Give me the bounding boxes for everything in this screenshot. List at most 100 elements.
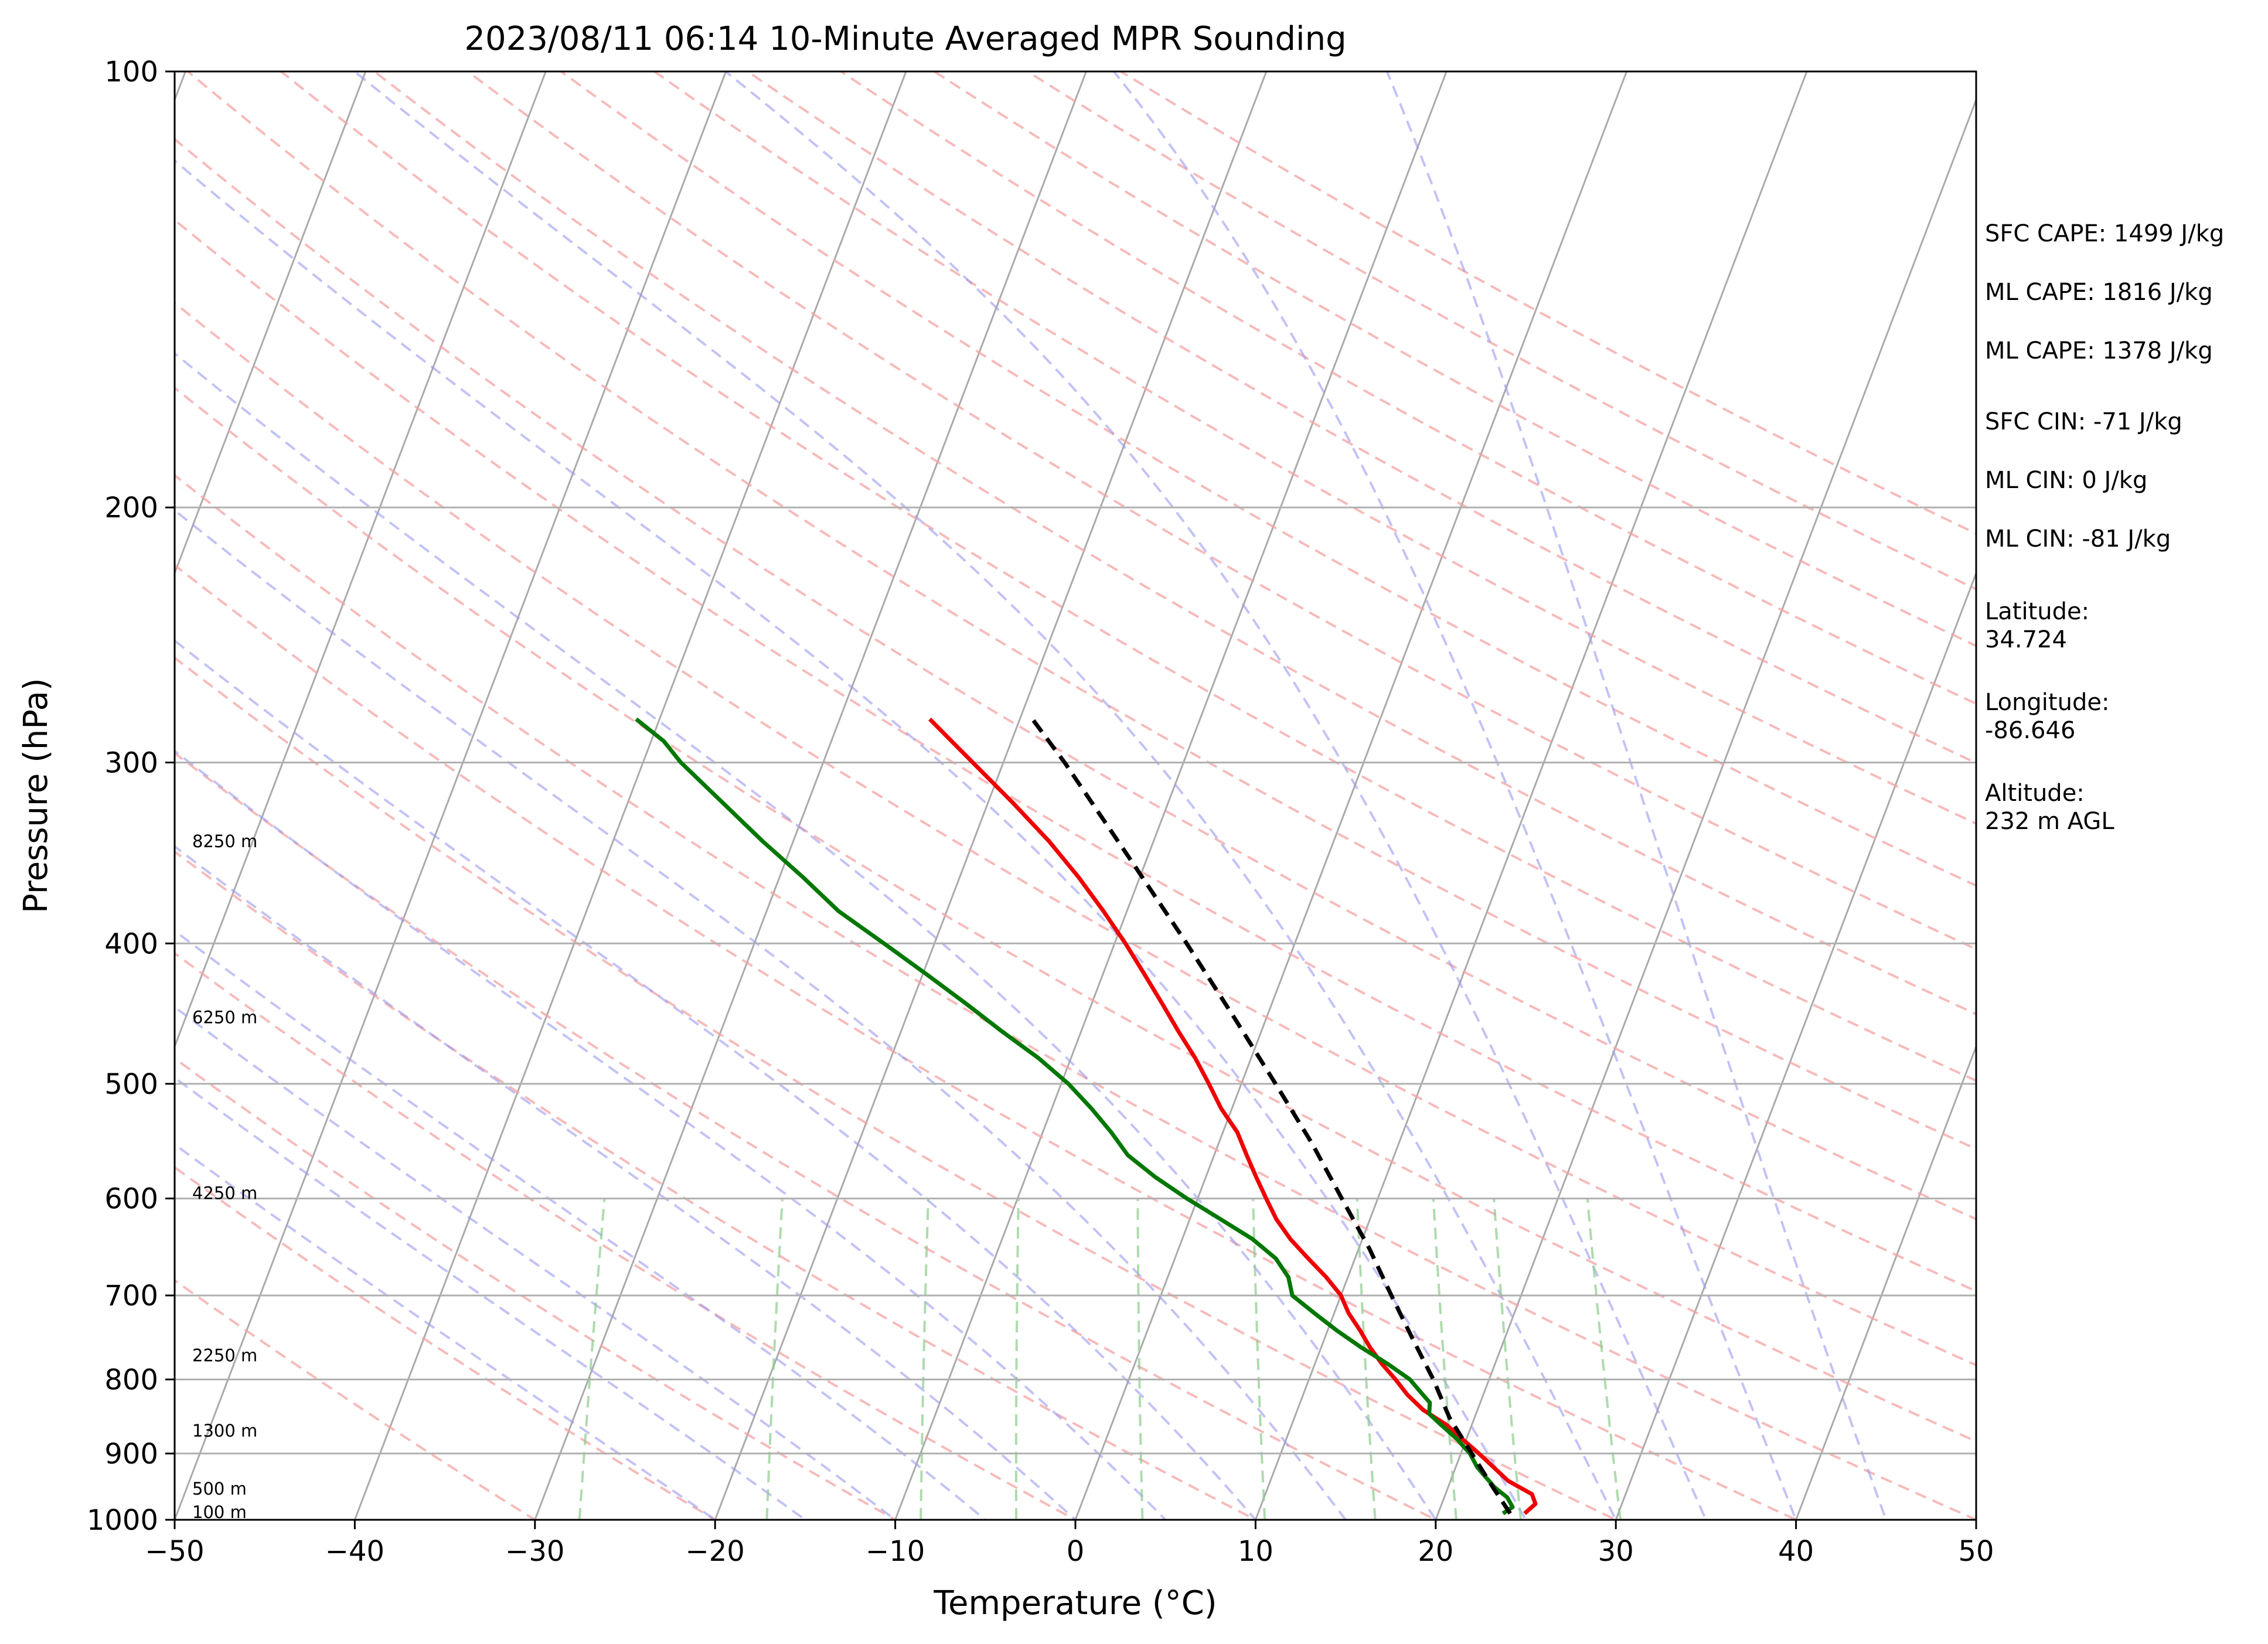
isotherm-line bbox=[1435, 97, 1976, 1520]
dry-adiabat-line bbox=[560, 71, 1976, 887]
moist-adiabat-line bbox=[1113, 71, 1797, 1520]
dry-adiabat-line bbox=[175, 1278, 537, 1520]
y-tick-label: 800 bbox=[104, 1363, 158, 1396]
height-label: 2250 m bbox=[192, 1345, 257, 1365]
x-tick-label: −20 bbox=[686, 1535, 745, 1568]
moist-adiabat-line bbox=[175, 159, 1527, 1520]
isotherm-line bbox=[714, 71, 1268, 1520]
ml-cin-text: ML CIN: 0 J/kg bbox=[1985, 467, 2147, 494]
sfc-cin-text: SFC CIN: -71 J/kg bbox=[1985, 408, 2182, 435]
x-axis-label: Temperature (°C) bbox=[933, 1584, 1217, 1622]
isotherm-line bbox=[1254, 71, 1808, 1520]
mixing-ratio-line bbox=[1586, 1198, 1622, 1520]
dry-adiabat-line bbox=[175, 386, 1976, 1443]
isotherm-line bbox=[1615, 571, 1976, 1520]
temperature-profile-line bbox=[928, 717, 1538, 1515]
ml-cape-text: ML CAPE: 1816 J/kg bbox=[1985, 279, 2213, 306]
dry-adiabat-line bbox=[175, 1057, 898, 1520]
isotherm-line bbox=[175, 71, 547, 1049]
ml-cin-text-2: ML CIN: -81 J/kg bbox=[1985, 526, 2171, 552]
x-tick-label: −30 bbox=[505, 1535, 564, 1568]
ml-cape-text-2: ML CAPE: 1378 J/kg bbox=[1985, 337, 2213, 364]
dry-adiabat-line bbox=[175, 850, 1258, 1520]
longitude-label: Longitude: bbox=[1985, 689, 2109, 716]
parcel-profile-line bbox=[1030, 718, 1512, 1515]
y-tick-label: 300 bbox=[104, 746, 158, 779]
mixing-ratio-line bbox=[1493, 1198, 1522, 1520]
dry-adiabat-line bbox=[175, 564, 1799, 1520]
isotherm-line bbox=[0, 71, 5, 1520]
latitude-label: Latitude: bbox=[1985, 598, 2089, 625]
y-tick-label: 500 bbox=[104, 1068, 158, 1101]
y-tick-label: 100 bbox=[104, 56, 158, 88]
dry-adiabat-line bbox=[175, 218, 1976, 1292]
sounding-info-panel: SFC CAPE: 1499 J/kg ML CAPE: 1816 J/kg M… bbox=[1985, 220, 2224, 835]
dewpoint-profile-line bbox=[635, 717, 1515, 1516]
y-tick-label: 200 bbox=[104, 492, 158, 524]
x-tick-label: 40 bbox=[1778, 1535, 1814, 1568]
moist-adiabat-line bbox=[175, 509, 1347, 1520]
profile-lines bbox=[635, 717, 1538, 1516]
isotherm-line bbox=[175, 71, 727, 1520]
y-tick-label: 900 bbox=[104, 1438, 158, 1471]
dry-adiabat-line bbox=[175, 752, 1439, 1520]
x-tick-label: −10 bbox=[866, 1535, 925, 1568]
dry-adiabat-line bbox=[934, 71, 1976, 647]
mixing-ratio-line bbox=[1014, 1198, 1020, 1520]
x-tick-label: 10 bbox=[1238, 1535, 1273, 1568]
dry-adiabat-line bbox=[175, 1165, 718, 1520]
y-axis-ticks: 100 200 300 400 500 600 700 800 900 1000 bbox=[87, 56, 175, 1537]
moist-adiabat-line bbox=[724, 71, 1708, 1520]
y-tick-label: 400 bbox=[104, 927, 158, 960]
dry-adiabat-line bbox=[175, 951, 1078, 1520]
latitude-value: 34.724 bbox=[1985, 626, 2067, 653]
mixing-ratio-line bbox=[765, 1198, 784, 1520]
moist-adiabat-line bbox=[175, 1005, 897, 1520]
sfc-cape-text: SFC CAPE: 1499 J/kg bbox=[1985, 220, 2224, 247]
dry-adiabat-line bbox=[175, 656, 1619, 1520]
dry-adiabat-line bbox=[1120, 71, 1976, 535]
height-label: 1300 m bbox=[192, 1421, 257, 1441]
dry-adiabat-line bbox=[840, 71, 1976, 705]
dry-adiabat-line bbox=[466, 71, 1976, 951]
dry-adiabat-line bbox=[175, 301, 1976, 1367]
moist-adiabat-line bbox=[175, 749, 1167, 1520]
moist-adiabat-line bbox=[175, 639, 1258, 1520]
x-tick-label: 0 bbox=[1067, 1535, 1085, 1568]
height-label: 6250 m bbox=[192, 1008, 257, 1028]
mixing-ratio-line bbox=[1136, 1198, 1144, 1520]
x-tick-label: −50 bbox=[145, 1535, 204, 1568]
dry-adiabat-line bbox=[373, 71, 1976, 1016]
longitude-value: -86.646 bbox=[1985, 717, 2075, 744]
x-axis-ticks: −50 −40 −30 −20 −10 0 10 20 30 40 50 bbox=[145, 1520, 1994, 1568]
chart-title: 2023/08/11 06:14 10-Minute Averaged MPR … bbox=[464, 20, 1346, 58]
mixing-ratio-line bbox=[1356, 1198, 1377, 1520]
x-tick-label: 30 bbox=[1598, 1535, 1634, 1568]
x-tick-label: 50 bbox=[1958, 1535, 1994, 1568]
isotherm-line bbox=[1074, 71, 1628, 1520]
isotherm-line bbox=[894, 71, 1448, 1520]
y-tick-label: 1000 bbox=[87, 1504, 158, 1537]
grid-lines bbox=[175, 71, 1976, 1520]
height-label: 4250 m bbox=[192, 1183, 257, 1203]
height-label: 500 m bbox=[192, 1479, 247, 1499]
dry-adiabat-line bbox=[747, 71, 1976, 765]
dry-adiabat-line bbox=[175, 138, 1976, 1221]
height-labels: 8250 m 6250 m 4250 m 2250 m 1300 m 500 m 100 m bbox=[192, 831, 257, 1522]
moist-adiabat-line bbox=[175, 1076, 808, 1520]
dry-adiabat-line bbox=[1027, 71, 1976, 591]
isotherm-line bbox=[534, 71, 1087, 1520]
isotherm-line bbox=[175, 71, 367, 576]
mixing-ratio-line bbox=[920, 1198, 929, 1520]
moist-adiabat-line bbox=[1385, 71, 1888, 1520]
isotherm-line bbox=[353, 71, 907, 1520]
y-tick-label: 600 bbox=[104, 1183, 158, 1216]
isotherm-line bbox=[1795, 1043, 1976, 1520]
moist-adiabat-line bbox=[175, 352, 1438, 1520]
height-label: 100 m bbox=[192, 1502, 247, 1522]
moist-adiabat-line bbox=[175, 1142, 717, 1520]
altitude-label: Altitude: bbox=[1985, 780, 2085, 807]
plot-frame bbox=[173, 70, 1977, 1521]
dry-adiabat-line bbox=[187, 71, 1976, 1151]
